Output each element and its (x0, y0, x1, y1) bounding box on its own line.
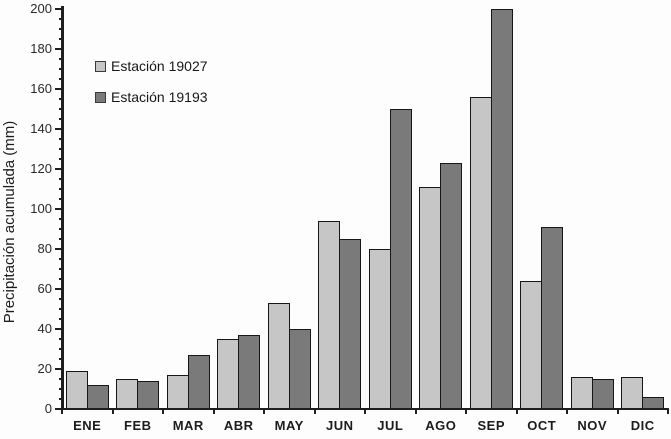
bar-feb-series-0 (116, 379, 139, 409)
y-major-tick (55, 328, 64, 330)
bar-sep-series-0 (469, 97, 492, 409)
y-tick-label: 100 (30, 201, 52, 216)
x-tick (515, 409, 518, 414)
x-tick-label: ABR (223, 418, 254, 433)
x-tick-label: MAR (172, 418, 204, 433)
bar-abr-series-0 (217, 339, 240, 409)
legend-swatch-dark-icon (95, 91, 106, 103)
y-major-tick (55, 208, 64, 210)
bar-nov-series-1 (591, 379, 614, 409)
y-tick-label: 160 (30, 81, 52, 96)
bar-may-series-0 (267, 303, 290, 409)
legend-label: Estación 19027 (111, 58, 208, 74)
legend-item-estacion-19193: Estación 19193 (95, 88, 208, 106)
x-tick (566, 409, 568, 414)
y-major-tick (55, 48, 64, 50)
y-major-tick (55, 168, 64, 170)
bar-feb-series-1 (137, 381, 160, 409)
legend-label: Estación 19193 (111, 89, 208, 105)
y-tick-label: 20 (37, 361, 52, 376)
bar-jul-series-0 (368, 249, 391, 409)
y-tick-label: 0 (44, 401, 52, 416)
x-tick (313, 409, 316, 414)
y-major-tick (55, 248, 64, 250)
y-tick-label: 140 (30, 121, 52, 136)
y-tick-label: 180 (30, 41, 52, 56)
bar-ene-series-1 (86, 385, 109, 409)
bar-jun-series-1 (339, 239, 362, 409)
bar-ago-series-1 (440, 163, 463, 409)
x-tick (212, 409, 215, 414)
bar-abr-series-1 (238, 335, 261, 409)
x-tick (465, 409, 467, 414)
legend-swatch-light-icon (95, 60, 106, 72)
y-major-tick (55, 288, 64, 290)
y-axis-line (61, 6, 64, 410)
bar-ago-series-0 (419, 187, 442, 409)
x-tick (61, 409, 63, 414)
x-tick-label: OCT (527, 418, 557, 433)
bar-mar-series-1 (187, 355, 210, 409)
y-tick-label: 60 (37, 281, 52, 296)
legend: Estación 19027 Estación 19193 (95, 57, 208, 119)
bar-oct-series-0 (520, 281, 543, 409)
x-tick (667, 409, 669, 414)
y-tick-label: 120 (30, 161, 52, 176)
y-tick-label: 40 (37, 321, 52, 336)
x-tick (263, 409, 265, 414)
y-major-tick (55, 128, 64, 130)
bar-dic-series-0 (621, 377, 644, 409)
x-tick (364, 409, 366, 414)
x-tick (111, 409, 114, 414)
bar-oct-series-1 (541, 227, 564, 409)
x-tick-label: SEP (477, 418, 505, 433)
bar-jun-series-0 (318, 221, 341, 409)
y-major-tick (55, 408, 64, 410)
bar-jul-series-1 (389, 109, 412, 409)
x-tick (414, 409, 417, 414)
bar-ene-series-0 (65, 371, 88, 409)
y-tick-label: 80 (37, 241, 52, 256)
y-major-tick (55, 88, 64, 90)
x-tick-label: AGO (425, 418, 457, 433)
x-tick (162, 409, 164, 414)
bar-nov-series-0 (570, 377, 593, 409)
x-tick-label: ENE (73, 418, 102, 433)
y-major-tick (55, 8, 64, 10)
x-tick-label: JUL (377, 418, 404, 433)
legend-item-estacion-19027: Estación 19027 (95, 57, 208, 75)
x-tick-label: NOV (577, 418, 608, 433)
y-tick-label: 200 (30, 1, 52, 16)
x-tick-label: MAY (274, 418, 304, 433)
bar-may-series-1 (288, 329, 311, 409)
y-major-tick (55, 368, 64, 370)
x-axis-line (61, 408, 669, 410)
x-tick-label: FEB (124, 418, 152, 433)
x-tick (616, 409, 619, 414)
bar-sep-series-1 (490, 9, 513, 409)
bar-mar-series-0 (166, 375, 189, 409)
x-tick-label: DIC (630, 418, 655, 433)
x-tick-label: JUN (325, 418, 354, 433)
